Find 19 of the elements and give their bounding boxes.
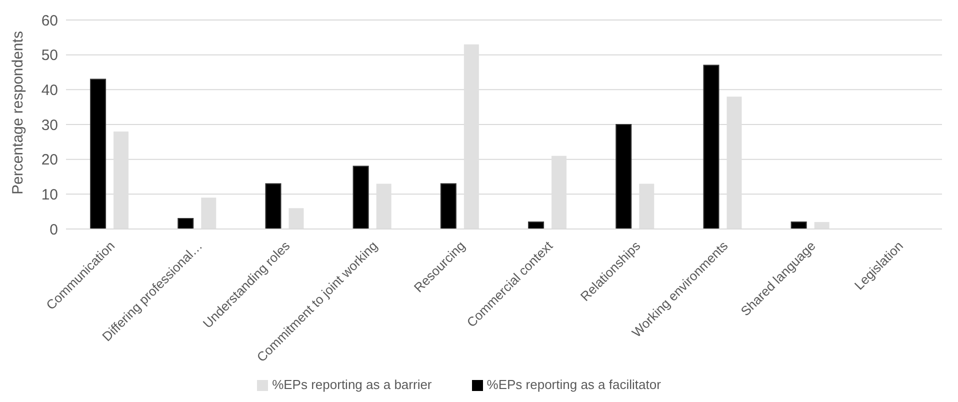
bar [440, 183, 456, 229]
y-tick-label: 60 [41, 12, 58, 30]
y-tick-label: 30 [41, 116, 58, 134]
bar [528, 222, 544, 229]
bar [616, 124, 632, 229]
y-tick-label: 50 [41, 47, 58, 64]
bar [265, 183, 282, 229]
legend-label: %EPs reporting as a facilitator [486, 377, 661, 392]
y-axis-title: Percentage respondents [9, 31, 26, 194]
bar [178, 218, 194, 229]
y-tick-label: 20 [41, 152, 58, 169]
bar [790, 222, 807, 229]
bar [703, 64, 720, 229]
y-tick-label: 10 [41, 186, 58, 204]
y-tick-label: 0 [50, 221, 58, 238]
bar [352, 166, 369, 229]
y-tick-label: 40 [41, 82, 58, 99]
bar [90, 78, 106, 229]
legend-label: %EPs reporting as a barrier [272, 377, 432, 392]
